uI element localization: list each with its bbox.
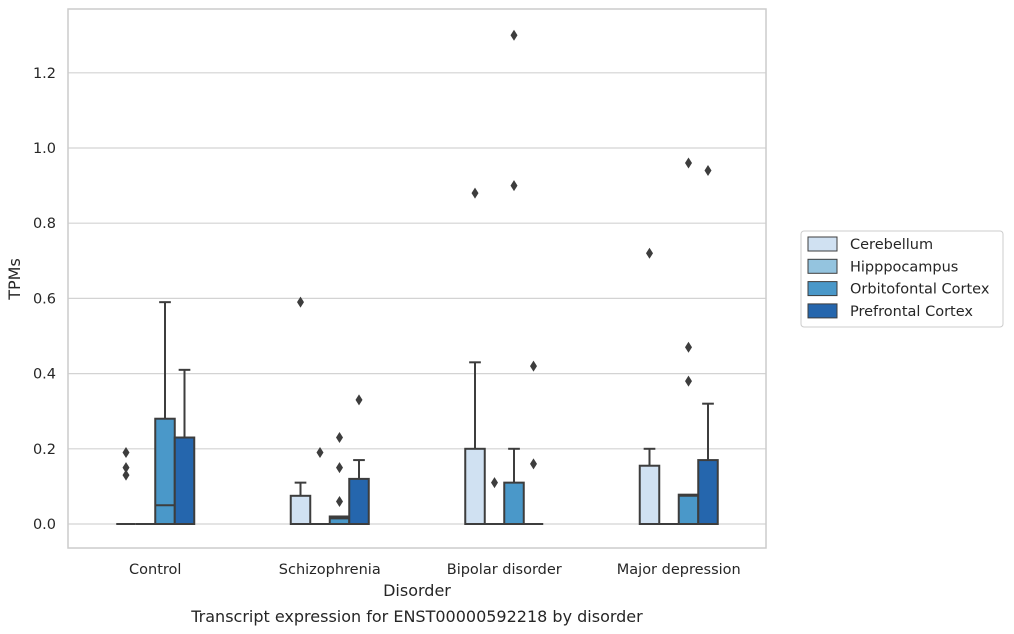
series-prefrontal-cortex xyxy=(173,165,719,526)
y-tick-label: 1.2 xyxy=(33,66,56,82)
series-hipppocampus xyxy=(135,447,679,525)
outlier-point xyxy=(336,432,343,444)
box xyxy=(484,477,505,525)
chart-caption: Transcript expression for ENST0000059221… xyxy=(190,607,643,626)
x-tick-label: Control xyxy=(129,562,181,578)
x-tick-labels: Control Schizophrenia Bipolar disorder Majo… xyxy=(129,562,741,578)
series-cerebellum xyxy=(116,187,661,525)
box xyxy=(348,394,370,526)
outlier-point xyxy=(336,495,343,507)
outlier-point xyxy=(122,469,130,481)
outlier-point xyxy=(491,477,498,489)
box xyxy=(116,447,136,525)
outlier-point xyxy=(704,165,712,177)
outlier-point xyxy=(530,360,537,372)
series-orbitofontal-cortex xyxy=(154,29,700,526)
outlier-point xyxy=(355,394,363,406)
box-body xyxy=(464,447,486,525)
outlier-point xyxy=(297,296,304,308)
legend-item: Hipppocampus xyxy=(807,258,958,275)
box xyxy=(697,165,719,525)
box-body xyxy=(677,493,700,525)
outlier-point xyxy=(685,375,692,387)
box xyxy=(328,432,351,525)
outlier-point xyxy=(510,29,518,41)
y-tick-labels: 0.0 0.2 0.4 0.6 0.8 1.0 1.2 xyxy=(33,66,56,533)
box xyxy=(173,368,196,525)
legend-swatch xyxy=(807,236,838,252)
box-body xyxy=(503,481,525,526)
box xyxy=(464,187,486,525)
box xyxy=(503,29,525,526)
x-axis-label: Disorder xyxy=(383,581,451,600)
y-tick-label: 0.6 xyxy=(33,291,56,307)
box xyxy=(677,157,700,525)
outlier-point xyxy=(316,447,324,459)
legend-swatch xyxy=(807,281,838,297)
box xyxy=(638,247,661,525)
legend-label: Orbitofontal Cortex xyxy=(850,282,990,298)
y-tick-label: 0.8 xyxy=(33,216,56,232)
box xyxy=(310,447,330,525)
outlier-point xyxy=(685,341,692,353)
box-body xyxy=(348,477,370,526)
y-tick-label: 0.4 xyxy=(33,367,56,383)
outlier-point xyxy=(685,157,692,169)
box xyxy=(154,301,176,525)
y-tick-label: 0.0 xyxy=(33,517,56,533)
outlier-point xyxy=(122,447,130,459)
box-body xyxy=(697,459,719,525)
outlier-point xyxy=(510,180,518,192)
legend-item: Prefrontal Cortex xyxy=(807,303,973,320)
legend-item: Cerebellum xyxy=(807,236,933,253)
y-axis-label: TPMs xyxy=(5,258,24,301)
outlier-point xyxy=(646,247,653,259)
plot-frame xyxy=(67,8,767,549)
box-body xyxy=(289,494,312,525)
box-body xyxy=(638,464,661,525)
y-tick-label: 0.2 xyxy=(33,442,56,458)
outlier-point xyxy=(471,187,479,199)
legend-label: Cerebellum xyxy=(850,237,933,253)
box-groups xyxy=(116,29,719,526)
outlier-point xyxy=(122,462,130,474)
x-tick-label: Bipolar disorder xyxy=(447,562,562,578)
y-tick-label: 1.0 xyxy=(33,141,56,157)
box-body xyxy=(173,436,196,525)
legend-item: Orbitofontal Cortex xyxy=(807,281,990,298)
legend-label: Hipppocampus xyxy=(850,259,958,275)
x-tick-label: Schizophrenia xyxy=(279,562,381,578)
legend-swatch xyxy=(807,258,838,274)
box-body xyxy=(154,417,176,525)
x-tick-label: Major depression xyxy=(617,562,741,578)
outlier-point xyxy=(530,458,537,470)
outlier-point xyxy=(336,462,343,474)
legend: Cerebellum Hipppocampus Orbitofontal Corte… xyxy=(800,230,1004,328)
legend-swatch xyxy=(807,303,838,319)
legend-label: Prefrontal Cortex xyxy=(850,304,973,320)
box xyxy=(523,360,544,525)
legend-frame xyxy=(800,230,1004,328)
box xyxy=(289,296,312,525)
